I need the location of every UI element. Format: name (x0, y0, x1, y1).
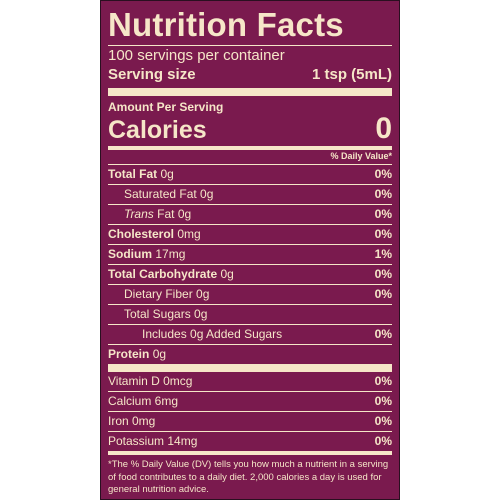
potassium-dv: 0% (374, 434, 392, 448)
medium-rule-calories (108, 146, 392, 150)
sodium-dv: 1% (374, 247, 392, 261)
total-carb-label: Total Carbohydrate (108, 267, 218, 281)
iron-dv: 0% (374, 414, 392, 428)
nutrient-row-trans-fat: Trans Fat 0g 0% (108, 204, 392, 224)
total-fat-dv: 0% (374, 167, 392, 181)
calories-label: Calories (108, 116, 207, 144)
nutrient-row-potassium: Potassium 14mg 0% (108, 431, 392, 451)
nutrient-row-cholesterol: Cholesterol 0mg 0% (108, 224, 392, 244)
iron: Iron 0mg (108, 414, 156, 428)
servings-per-container: 100 servings per container (108, 47, 285, 64)
nutrient-row-protein: Protein 0g (108, 344, 392, 364)
protein-label: Protein (108, 347, 150, 361)
daily-value-header: % Daily Value* (330, 151, 392, 161)
cholesterol-label: Cholesterol (108, 227, 175, 241)
sodium-label: Sodium (108, 247, 152, 261)
saturated-fat-dv: 0% (374, 187, 392, 201)
vitamin-d-dv: 0% (374, 374, 392, 388)
cholesterol-amount: 0mg (177, 227, 201, 241)
medium-rule-footnote (108, 451, 392, 455)
daily-value-footnote: *The % Daily Value (DV) tells you how mu… (108, 459, 389, 495)
nutrient-row-total-carbohydrate: Total Carbohydrate 0g 0% (108, 264, 392, 284)
total-carb-dv: 0% (374, 267, 392, 281)
calories-row: Calories 0 (108, 114, 392, 146)
nutrient-row-added-sugars: Includes 0g Added Sugars 0% (108, 324, 392, 344)
trans-label: Trans (124, 207, 154, 221)
nutrient-row-saturated-fat: Saturated Fat 0g 0% (108, 184, 392, 204)
potassium: Potassium 14mg (108, 434, 198, 448)
dietary-fiber-dv: 0% (374, 287, 392, 301)
nutrient-row-sodium: Sodium 17mg 1% (108, 244, 392, 264)
label-title: Nutrition Facts (108, 6, 344, 43)
nutrient-row-calcium: Calcium 6mg 0% (108, 391, 392, 411)
saturated-fat: Saturated Fat 0g (124, 187, 214, 201)
nutrient-row-total-sugars: Total Sugars 0g (108, 304, 392, 324)
calcium-dv: 0% (374, 394, 392, 408)
total-fat-label: Total Fat (108, 167, 158, 181)
sodium-amount: 17mg (155, 247, 186, 261)
serving-size-row: Serving size 1 tsp (5mL) (108, 65, 392, 88)
vitamin-d: Vitamin D 0mcg (108, 374, 193, 388)
added-sugars: Includes 0g Added Sugars (142, 327, 283, 341)
amount-per-serving: Amount Per Serving (108, 100, 224, 114)
trans-fat-dv: 0% (374, 207, 392, 221)
serving-size-value: 1 tsp (5mL) (311, 66, 392, 83)
added-sugars-dv: 0% (374, 327, 392, 341)
cholesterol-dv: 0% (374, 227, 392, 241)
thick-rule-vitamins (108, 364, 392, 372)
dietary-fiber: Dietary Fiber 0g (124, 287, 210, 301)
nutrient-row-iron: Iron 0mg 0% (108, 411, 392, 431)
calories-value: 0 (375, 112, 392, 145)
calcium: Calcium 6mg (108, 394, 179, 408)
nutrient-row-vitamin-d: Vitamin D 0mcg 0% (108, 372, 392, 391)
protein-amount: 0g (152, 347, 167, 361)
serving-size-label: Serving size (108, 66, 196, 83)
total-sugars: Total Sugars 0g (124, 307, 208, 321)
nutrient-row-total-fat: Total Fat 0g 0% (108, 164, 392, 184)
thick-rule-top (108, 88, 392, 96)
total-fat-amount: 0g (160, 167, 174, 181)
nutrient-row-dietary-fiber: Dietary Fiber 0g 0% (108, 284, 392, 304)
total-carb-amount: 0g (220, 267, 234, 281)
nutrition-facts-label: Nutrition Facts 100 servings per contain… (100, 0, 400, 500)
trans-rest: Fat 0g (157, 207, 192, 221)
